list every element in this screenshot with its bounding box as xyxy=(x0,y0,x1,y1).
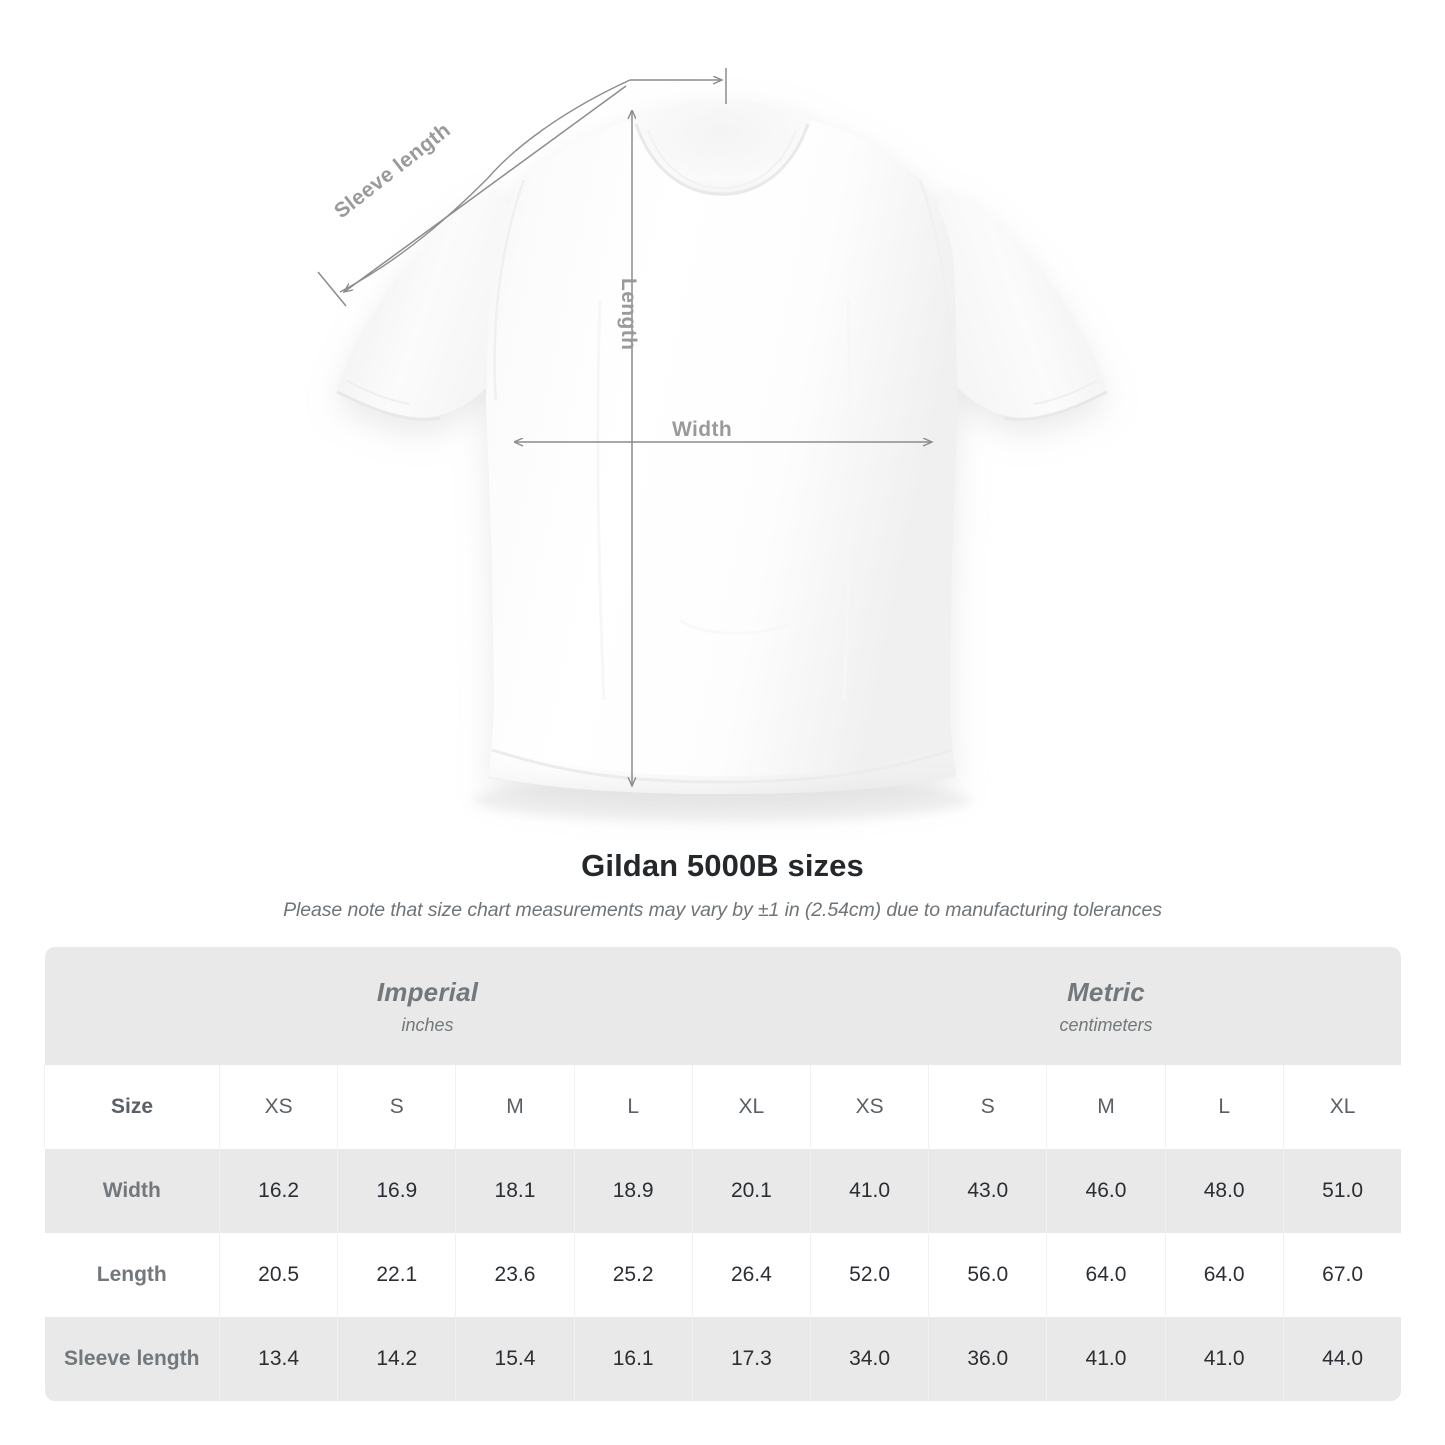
cell-sleeve-metric-m: 41.0 xyxy=(1046,1317,1166,1401)
cell-length-metric-m: 64.0 xyxy=(1046,1233,1166,1317)
cell-length-metric-s: 56.0 xyxy=(928,1233,1047,1317)
size-col-imperial-xl: XL xyxy=(691,1065,811,1149)
metric-system-label: Metric xyxy=(1067,976,1145,1007)
cell-length-metric-xl: 67.0 xyxy=(1282,1233,1402,1317)
cell-width-imperial-s: 16.9 xyxy=(337,1149,456,1233)
size-col-metric-xl: XL xyxy=(1282,1065,1402,1149)
cell-length-imperial-xl: 26.4 xyxy=(691,1233,811,1317)
tshirt-measurement-diagram: Sleeve length Length Width xyxy=(317,68,1445,840)
size-col-imperial-l: L xyxy=(573,1065,693,1149)
cell-sleeve-imperial-m: 15.4 xyxy=(455,1317,575,1401)
metric-unit-label: centimeters xyxy=(1059,1014,1153,1035)
imperial-header-cell: Imperial inches xyxy=(44,947,811,1065)
cell-sleeve-imperial-s: 14.2 xyxy=(337,1317,456,1401)
size-col-imperial-m: M xyxy=(455,1065,575,1149)
width-label: Width xyxy=(672,418,733,441)
size-col-imperial-s: S xyxy=(337,1065,456,1149)
row-label-width: Width xyxy=(44,1149,220,1233)
row-label-length: Length xyxy=(44,1233,220,1317)
cell-width-imperial-m: 18.1 xyxy=(455,1149,575,1233)
table-row: Width 16.2 16.9 18.1 18.9 20.1 41.0 43.0… xyxy=(44,1149,1402,1233)
size-chart-table-wrap: Imperial inches Metric centimeters Size … xyxy=(44,947,1402,1401)
size-col-metric-l: L xyxy=(1164,1065,1284,1149)
cell-width-metric-s: 43.0 xyxy=(928,1149,1047,1233)
row-label-sleeve-length: Sleeve length xyxy=(44,1317,220,1401)
cell-sleeve-metric-l: 41.0 xyxy=(1164,1317,1284,1401)
cell-width-imperial-xs: 16.2 xyxy=(218,1149,338,1233)
size-chart-table: Imperial inches Metric centimeters Size … xyxy=(44,947,1402,1401)
measurement-arrows xyxy=(317,68,1445,840)
cell-sleeve-metric-s: 36.0 xyxy=(928,1317,1047,1401)
cell-width-metric-xs: 41.0 xyxy=(809,1149,929,1233)
table-row: Sleeve length 13.4 14.2 15.4 16.1 17.3 3… xyxy=(44,1317,1402,1401)
imperial-system-label: Imperial xyxy=(376,976,479,1007)
unit-system-row: Imperial inches Metric centimeters xyxy=(44,947,1402,1065)
size-col-metric-s: S xyxy=(928,1065,1047,1149)
cell-width-imperial-xl: 20.1 xyxy=(691,1149,811,1233)
cell-width-metric-l: 48.0 xyxy=(1164,1149,1284,1233)
cell-length-metric-l: 64.0 xyxy=(1164,1233,1284,1317)
size-header-row: Size XS S M L XL XS S M L XL xyxy=(44,1065,1402,1149)
tshirt-illustration xyxy=(336,100,1108,822)
metric-header-cell: Metric centimeters xyxy=(810,947,1402,1065)
cell-width-metric-xl: 51.0 xyxy=(1282,1149,1402,1233)
cell-length-imperial-l: 25.2 xyxy=(573,1233,693,1317)
page-title: Gildan 5000B sizes xyxy=(581,848,864,883)
cell-sleeve-metric-xs: 34.0 xyxy=(809,1317,929,1401)
cell-length-metric-xs: 52.0 xyxy=(809,1233,929,1317)
cell-sleeve-metric-xl: 44.0 xyxy=(1282,1317,1402,1401)
cell-width-metric-m: 46.0 xyxy=(1046,1149,1166,1233)
page-subtitle: Please note that size chart measurements… xyxy=(283,899,1162,921)
size-col-metric-xs: XS xyxy=(809,1065,929,1149)
cell-length-imperial-s: 22.1 xyxy=(337,1233,456,1317)
size-col-imperial-xs: XS xyxy=(218,1065,338,1149)
imperial-unit-label: inches xyxy=(401,1014,454,1035)
cell-length-imperial-xs: 20.5 xyxy=(218,1233,338,1317)
cell-sleeve-imperial-xs: 13.4 xyxy=(218,1317,338,1401)
table-row: Length 20.5 22.1 23.6 25.2 26.4 52.0 56.… xyxy=(44,1233,1402,1317)
cell-width-imperial-l: 18.9 xyxy=(573,1149,693,1233)
size-header-label: Size xyxy=(44,1065,220,1149)
heading-block: Gildan 5000B sizes Please note that size… xyxy=(0,848,1445,922)
cell-sleeve-imperial-xl: 17.3 xyxy=(691,1317,811,1401)
cell-length-imperial-m: 23.6 xyxy=(455,1233,575,1317)
length-label: Length xyxy=(617,278,640,351)
size-col-metric-m: M xyxy=(1046,1065,1166,1149)
cell-sleeve-imperial-l: 16.1 xyxy=(573,1317,693,1401)
